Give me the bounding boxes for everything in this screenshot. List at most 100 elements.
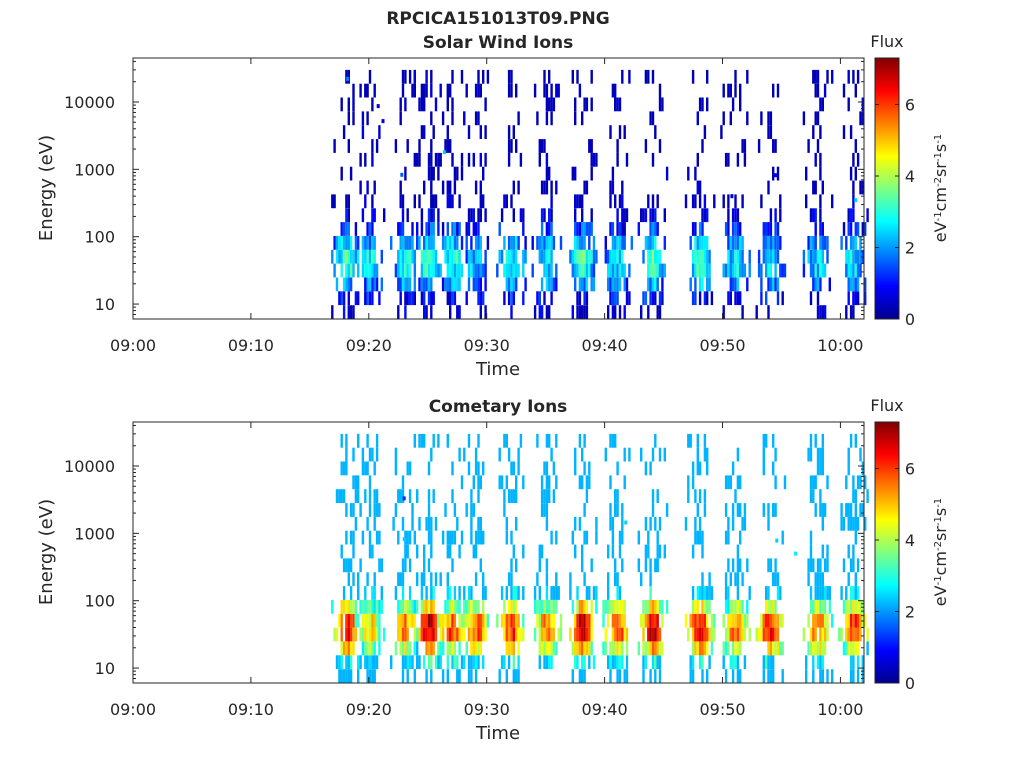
heatmap-cell xyxy=(826,69,829,84)
heatmap-cell xyxy=(602,613,605,628)
heatmap-cell xyxy=(739,236,742,250)
heatmap-cell xyxy=(621,530,624,545)
heatmap-cell xyxy=(472,655,475,670)
heatmap-cell xyxy=(821,572,824,587)
heatmap-cell xyxy=(847,222,850,236)
heatmap-cell xyxy=(840,516,843,531)
heatmap-cell xyxy=(607,613,610,628)
heatmap-cell xyxy=(474,600,478,614)
heatmap-cell xyxy=(368,530,372,545)
heatmap-cell xyxy=(354,291,358,306)
heatmap-cell xyxy=(540,613,544,628)
heatmap-cell xyxy=(522,263,525,278)
heatmap-cell xyxy=(819,125,822,139)
heatmap-cell xyxy=(805,166,808,181)
colorbar-gradient xyxy=(874,57,900,320)
heatmap-cell xyxy=(474,572,478,587)
heatmap-cell xyxy=(430,277,433,292)
heatmap-cell xyxy=(819,447,822,462)
heatmap-cell xyxy=(352,600,355,614)
heatmap-cell xyxy=(724,600,728,614)
heatmap-cell xyxy=(413,291,416,306)
heatmap-cell xyxy=(611,433,615,448)
heatmap-cell xyxy=(555,572,558,587)
heatmap-cell xyxy=(696,613,699,628)
heatmap-cell xyxy=(651,641,655,656)
heatmap-cell xyxy=(439,572,442,587)
heatmap-cell xyxy=(361,461,365,476)
heatmap-cell xyxy=(774,641,777,656)
heatmap-cell xyxy=(548,489,551,503)
heatmap-cell xyxy=(550,627,553,642)
heatmap-cell xyxy=(734,641,737,656)
heatmap-cell xyxy=(779,263,782,278)
heatmap-cell xyxy=(864,475,867,490)
heatmap-cell xyxy=(694,236,697,250)
heatmap-cell xyxy=(661,277,664,292)
heatmap-cell xyxy=(828,600,831,614)
heatmap-cell xyxy=(614,83,617,98)
heatmap-cell xyxy=(585,263,589,278)
x-tick-label: 09:10 xyxy=(228,336,274,355)
heatmap-cell xyxy=(590,277,593,292)
heatmap-cell xyxy=(401,222,405,236)
heatmap-cell xyxy=(588,222,591,236)
heatmap-cell xyxy=(583,263,586,278)
heatmap-cell xyxy=(571,600,574,614)
heatmap-cell xyxy=(588,236,591,250)
heatmap-cell xyxy=(576,305,579,319)
heatmap-cell xyxy=(769,669,773,683)
heatmap-cell xyxy=(842,222,846,236)
heatmap-cell xyxy=(467,627,471,642)
heatmap-cell xyxy=(701,627,704,642)
heatmap-cell xyxy=(404,263,407,278)
heatmap-cell xyxy=(437,613,440,628)
heatmap-cell xyxy=(359,558,362,573)
heatmap-cell xyxy=(569,627,572,642)
heatmap-cell xyxy=(366,461,369,476)
heatmap-cell xyxy=(373,669,376,683)
heatmap-cell xyxy=(708,249,711,264)
heatmap-cell xyxy=(819,461,822,476)
heatmap-cell xyxy=(439,641,442,656)
heatmap-cell xyxy=(809,263,813,278)
heatmap-cell xyxy=(538,305,541,319)
heatmap-cell xyxy=(618,277,622,292)
heatmap-cell xyxy=(540,277,544,292)
heatmap-cell xyxy=(684,516,688,531)
heatmap-cell xyxy=(446,194,449,209)
heatmap-cell xyxy=(814,613,817,628)
heatmap-cell xyxy=(625,641,629,656)
heatmap-cell xyxy=(840,503,843,517)
heatmap-cell xyxy=(552,97,556,112)
heatmap-cell xyxy=(404,641,407,656)
heatmap-cell xyxy=(548,249,551,264)
heatmap-cell xyxy=(656,655,659,670)
heatmap-cell xyxy=(816,461,820,476)
heatmap-cell xyxy=(477,236,480,250)
heatmap-cell xyxy=(640,613,643,628)
heatmap-cell xyxy=(762,447,765,462)
heatmap-cell xyxy=(406,544,409,559)
heatmap-cell xyxy=(500,208,504,223)
heatmap-cell xyxy=(588,627,591,642)
heatmap-cell xyxy=(451,222,454,236)
heatmap-cell xyxy=(467,152,471,167)
heatmap-cell xyxy=(430,572,433,587)
heatmap-cell xyxy=(342,641,346,656)
heatmap-cell xyxy=(375,530,379,545)
heatmap-cell xyxy=(449,613,452,628)
heatmap-cell xyxy=(394,139,398,153)
heatmap-cell xyxy=(453,249,457,264)
heatmap-cell xyxy=(774,263,777,278)
heatmap-cell xyxy=(340,669,343,683)
heatmap-cell xyxy=(340,97,343,112)
heatmap-cell xyxy=(856,475,860,490)
heatmap-cell xyxy=(408,277,412,292)
heatmap-cell xyxy=(470,249,473,264)
heatmap-cell xyxy=(449,263,452,278)
heatmap-cell xyxy=(427,222,431,236)
heatmap-cell xyxy=(512,277,515,292)
heatmap-cell xyxy=(430,194,433,209)
